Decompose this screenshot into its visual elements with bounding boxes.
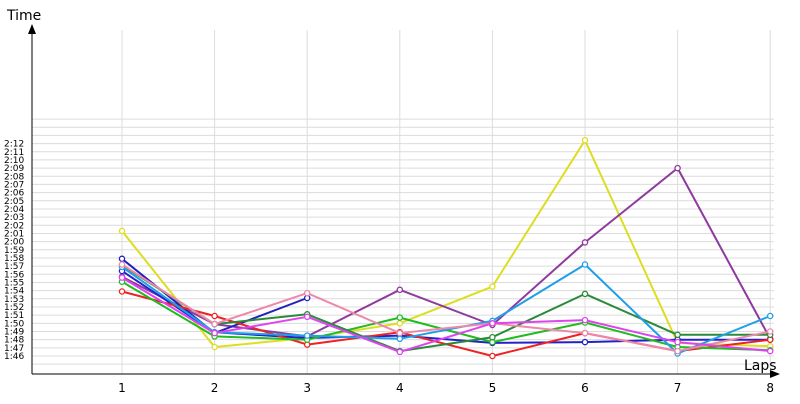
y-tick-label: 1:52 bbox=[4, 303, 24, 313]
data-point-marker bbox=[396, 320, 404, 327]
y-tick-label: 1:51 bbox=[4, 311, 24, 321]
data-point-marker bbox=[674, 338, 681, 346]
data-point-marker bbox=[303, 313, 311, 321]
y-axis-title: Time bbox=[6, 8, 41, 24]
y-tick-label: 1:53 bbox=[4, 295, 24, 305]
y-tick-label: 2:03 bbox=[4, 213, 24, 223]
y-tick-label: 1:47 bbox=[4, 344, 24, 354]
data-point-marker bbox=[489, 283, 496, 290]
data-point-marker bbox=[396, 348, 404, 356]
series-line bbox=[121, 264, 771, 353]
x-tick-label: 5 bbox=[489, 381, 497, 395]
y-tick-label: 2:04 bbox=[4, 205, 24, 215]
x-tick-label: 6 bbox=[581, 381, 589, 395]
y-tick-label: 1:58 bbox=[4, 254, 24, 264]
series-layer bbox=[118, 137, 774, 360]
y-tick-label: 2:09 bbox=[4, 164, 24, 174]
y-tick-label: 2:05 bbox=[4, 197, 24, 207]
data-point-marker bbox=[396, 335, 404, 343]
y-tick-label: 2:08 bbox=[4, 172, 24, 182]
data-point-marker bbox=[118, 261, 126, 268]
y-tick-label: 1:56 bbox=[4, 270, 24, 280]
data-point-marker bbox=[674, 331, 681, 339]
x-tick-label: 1 bbox=[118, 381, 126, 395]
x-tick-label: 3 bbox=[303, 381, 311, 395]
series-line bbox=[121, 263, 771, 353]
data-point-marker bbox=[303, 332, 311, 339]
y-tick-label: 2:02 bbox=[4, 221, 24, 231]
data-point-marker bbox=[211, 312, 218, 320]
x-axis-title: Laps bbox=[744, 358, 777, 374]
data-point-marker bbox=[766, 312, 774, 320]
x-tick-label: 7 bbox=[674, 381, 682, 395]
data-point-marker bbox=[489, 352, 496, 360]
y-tick-label: 1:59 bbox=[4, 246, 24, 256]
data-point-marker bbox=[118, 227, 126, 235]
y-tick-label: 2:01 bbox=[4, 229, 24, 239]
data-point-marker bbox=[581, 137, 589, 144]
series-line bbox=[121, 167, 772, 340]
data-point-marker bbox=[581, 329, 589, 337]
data-point-marker bbox=[303, 289, 311, 297]
data-point-marker bbox=[581, 261, 589, 268]
x-axis-arrow-icon bbox=[770, 370, 780, 378]
data-point-marker bbox=[581, 239, 589, 246]
axis-layer: Time Laps bbox=[6, 8, 780, 378]
data-point-marker bbox=[396, 314, 404, 321]
y-tick-label: 1:54 bbox=[4, 287, 24, 297]
x-tick-label: 8 bbox=[766, 381, 774, 395]
x-tick-label: 2 bbox=[211, 381, 219, 395]
data-point-marker bbox=[118, 288, 126, 295]
y-tick-label: 2:06 bbox=[4, 189, 24, 199]
data-point-marker bbox=[211, 329, 218, 337]
series-group bbox=[118, 274, 774, 356]
data-point-marker bbox=[489, 333, 496, 341]
data-point-marker bbox=[396, 329, 404, 337]
data-point-marker bbox=[674, 347, 681, 355]
y-tick-label: 1:49 bbox=[4, 327, 24, 337]
data-point-marker bbox=[581, 316, 589, 324]
data-point-marker bbox=[581, 290, 589, 298]
y-tick-label: 1:50 bbox=[4, 319, 24, 329]
data-point-marker bbox=[211, 320, 218, 328]
data-point-marker bbox=[118, 255, 126, 263]
series-group bbox=[118, 137, 774, 351]
data-point-marker bbox=[118, 274, 126, 281]
data-point-marker bbox=[211, 343, 218, 351]
y-tick-label: 1:57 bbox=[4, 262, 24, 272]
data-point-marker bbox=[396, 286, 404, 294]
y-tick-label: 2:10 bbox=[4, 156, 24, 166]
data-point-marker bbox=[674, 164, 681, 172]
data-point-marker bbox=[766, 328, 774, 335]
y-tick-label: 1:55 bbox=[4, 278, 24, 288]
data-point-marker bbox=[489, 320, 496, 327]
series-line bbox=[121, 276, 771, 353]
y-tick-label: 2:00 bbox=[4, 238, 24, 248]
y-tick-label: 1:48 bbox=[4, 336, 24, 346]
y-tick-label: 2:07 bbox=[4, 180, 24, 190]
tick-label-layer: 1:461:471:481:491:501:511:521:531:541:55… bbox=[4, 140, 774, 395]
series-group bbox=[118, 261, 774, 355]
y-axis-arrow-icon bbox=[28, 24, 36, 34]
y-tick-label: 1:46 bbox=[4, 352, 24, 362]
x-tick-label: 4 bbox=[396, 381, 404, 395]
data-point-marker bbox=[581, 338, 589, 346]
series-line bbox=[121, 139, 771, 348]
y-tick-label: 2:12 bbox=[4, 140, 24, 150]
data-point-marker bbox=[766, 347, 774, 355]
y-tick-label: 2:11 bbox=[4, 148, 24, 158]
